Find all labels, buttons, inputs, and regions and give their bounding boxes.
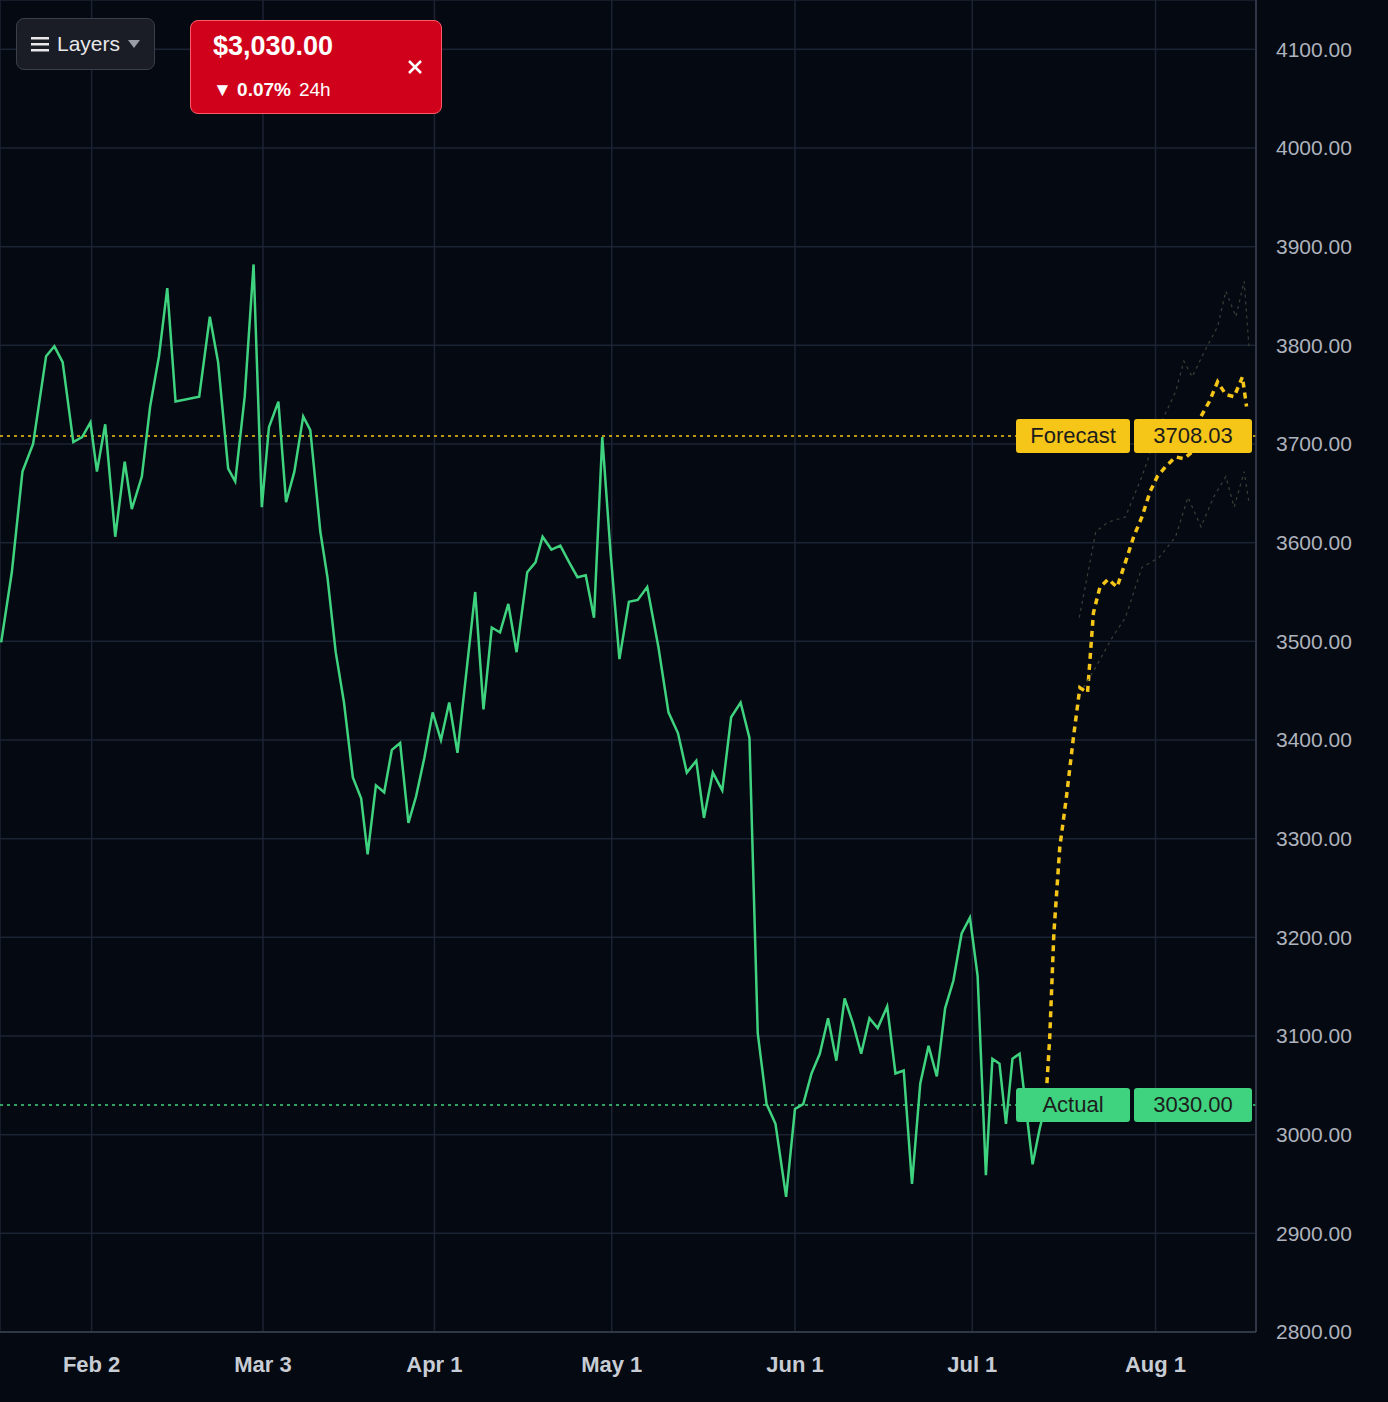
html-text:Layers: Layers (57, 32, 120, 55)
svg-text:3400.00: 3400.00 (1276, 728, 1352, 751)
html-text:$3,030.00: $3,030.00 (213, 31, 334, 61)
svg-text:3700.00: 3700.00 (1276, 432, 1352, 455)
svg-text:2800.00: 2800.00 (1276, 1320, 1352, 1343)
svg-text:3100.00: 3100.00 (1276, 1024, 1352, 1047)
html-text:24h: 24h (299, 79, 331, 100)
svg-text:May 1: May 1 (581, 1352, 642, 1377)
svg-text:Jun 1: Jun 1 (766, 1352, 823, 1377)
svg-text:Apr 1: Apr 1 (406, 1352, 462, 1377)
html-text:Actual: Actual (1042, 1092, 1104, 1118)
svg-text:Mar 3: Mar 3 (234, 1352, 291, 1377)
svg-text:4000.00: 4000.00 (1276, 136, 1352, 159)
html-text:Forecast: Forecast (1030, 423, 1116, 449)
svg-text:3900.00: 3900.00 (1276, 235, 1352, 258)
svg-text:4100.00: 4100.00 (1276, 38, 1352, 61)
html-text:3708.03: 3708.03 (1153, 423, 1233, 449)
svg-text:2900.00: 2900.00 (1276, 1222, 1352, 1245)
svg-text:3300.00: 3300.00 (1276, 827, 1352, 850)
svg-text:Jul 1: Jul 1 (947, 1352, 997, 1377)
svg-text:Feb 2: Feb 2 (63, 1352, 120, 1377)
svg-text:3500.00: 3500.00 (1276, 630, 1352, 653)
html-text:3030.00: 3030.00 (1153, 1092, 1233, 1118)
svg-text:3000.00: 3000.00 (1276, 1123, 1352, 1146)
svg-text:Aug 1: Aug 1 (1125, 1352, 1186, 1377)
svg-text:3600.00: 3600.00 (1276, 531, 1352, 554)
svg-text:3800.00: 3800.00 (1276, 334, 1352, 357)
svg-text:3200.00: 3200.00 (1276, 926, 1352, 949)
html-text:▼ 0.07%: ▼ 0.07% (213, 79, 291, 100)
